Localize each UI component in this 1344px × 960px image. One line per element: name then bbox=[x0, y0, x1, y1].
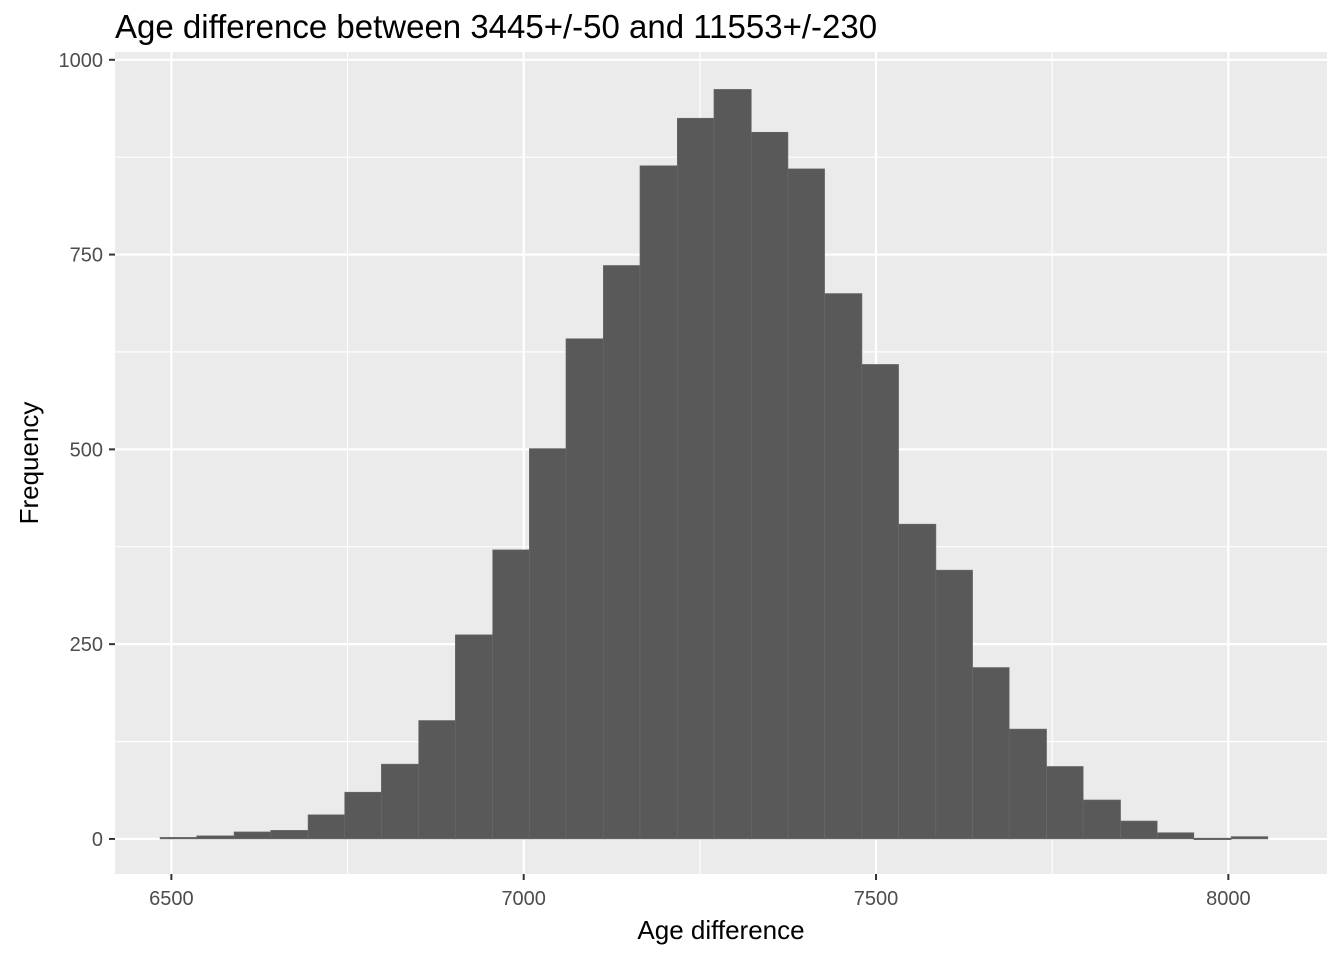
histogram-bars bbox=[159, 89, 1269, 840]
y-tick-label: 1000 bbox=[59, 50, 104, 72]
y-axis-title: Frequency bbox=[14, 402, 44, 525]
histogram-bar bbox=[159, 837, 198, 840]
histogram-bar bbox=[529, 448, 567, 840]
histogram-bar bbox=[861, 364, 899, 840]
x-tick-label: 7000 bbox=[501, 888, 546, 910]
histogram-bar bbox=[344, 791, 382, 840]
y-tick-label: 750 bbox=[70, 245, 103, 267]
histogram-bar bbox=[1046, 766, 1084, 840]
histogram-bar bbox=[270, 830, 309, 840]
y-tick-label: 250 bbox=[70, 634, 103, 656]
histogram-bar bbox=[1156, 832, 1195, 840]
histogram-bar bbox=[455, 634, 493, 840]
histogram-bar bbox=[750, 131, 789, 840]
histogram-bar bbox=[381, 763, 420, 840]
axes: 6500 7000 7500 8000 0 250 500 750 1000 bbox=[59, 50, 1251, 910]
histogram-bar bbox=[1193, 837, 1232, 840]
histogram-bar bbox=[1008, 728, 1047, 840]
histogram-bar bbox=[1230, 836, 1269, 840]
histogram-bar bbox=[565, 338, 604, 840]
histogram-bar bbox=[713, 89, 752, 840]
x-tick-label: 6500 bbox=[149, 888, 194, 910]
histogram-bar bbox=[1120, 820, 1158, 840]
chart-title: Age difference between 3445+/-50 and 115… bbox=[115, 8, 878, 45]
histogram-bar bbox=[1082, 799, 1121, 840]
histogram-bar bbox=[639, 165, 678, 840]
histogram-bar bbox=[824, 293, 863, 840]
histogram-bar bbox=[935, 569, 973, 840]
y-tick-label: 0 bbox=[92, 829, 103, 851]
x-tick-label: 7500 bbox=[854, 888, 899, 910]
histogram-bar bbox=[603, 265, 641, 840]
histogram-bar bbox=[307, 814, 346, 840]
x-axis-title: Age difference bbox=[637, 915, 804, 945]
histogram-bar bbox=[898, 523, 937, 840]
x-tick-label: 8000 bbox=[1206, 888, 1251, 910]
histogram-bar bbox=[233, 831, 272, 840]
histogram-bar bbox=[492, 549, 530, 840]
histogram-bar bbox=[677, 117, 715, 840]
histogram-bar bbox=[787, 168, 825, 840]
histogram-bar bbox=[196, 835, 235, 840]
histogram-bar bbox=[972, 667, 1010, 840]
histogram-bar bbox=[418, 720, 456, 840]
y-tick-label: 500 bbox=[70, 439, 103, 461]
